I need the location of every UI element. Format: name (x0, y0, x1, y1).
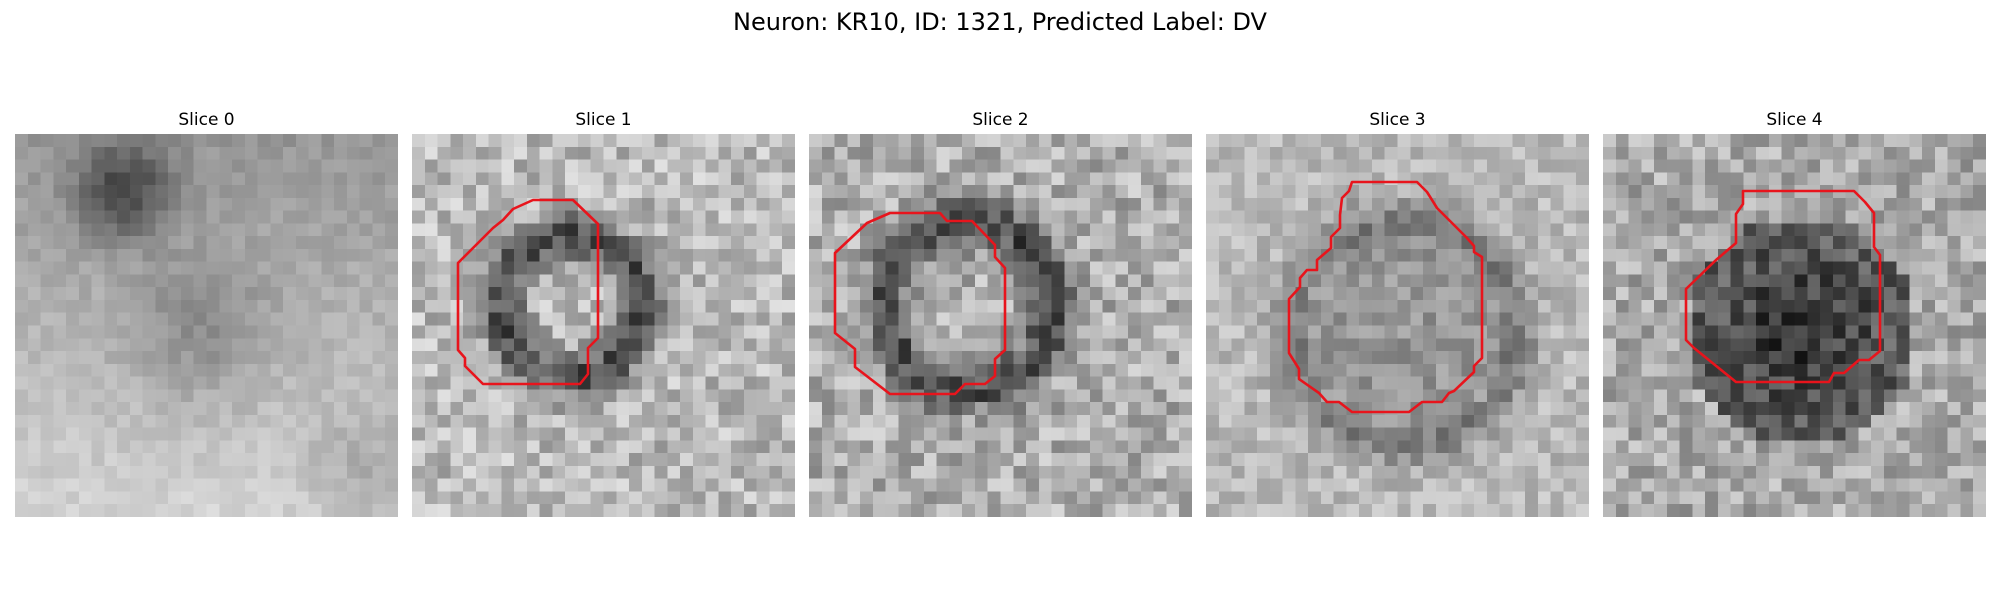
slice-image-2 (809, 134, 1192, 517)
slice-image-1 (412, 134, 795, 517)
slice-image-3 (1206, 134, 1589, 517)
slice-image-4 (1603, 134, 1986, 517)
figure-title: Neuron: KR10, ID: 1321, Predicted Label:… (733, 8, 1267, 36)
slice-title-3: Slice 3 (1369, 110, 1426, 130)
slice-title-4: Slice 4 (1766, 110, 1823, 130)
slice-title-0: Slice 0 (178, 110, 235, 130)
slice-title-2: Slice 2 (972, 110, 1029, 130)
slice-image-0 (15, 134, 398, 517)
slice-title-1: Slice 1 (575, 110, 632, 130)
